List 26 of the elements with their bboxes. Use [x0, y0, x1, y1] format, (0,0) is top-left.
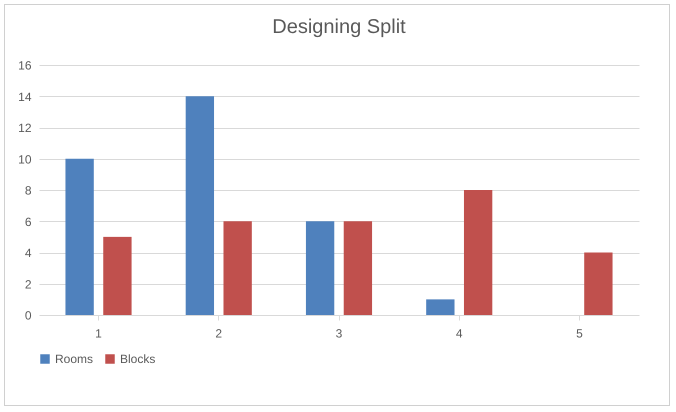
y-tick-label: 0	[24, 308, 32, 322]
x-tick-label: 2	[215, 326, 222, 340]
bar	[223, 221, 252, 315]
legend-label: Blocks	[120, 352, 156, 366]
chart-title: Designing Split	[272, 16, 406, 38]
y-tick-label: 10	[18, 152, 32, 166]
y-tick-label: 6	[24, 214, 32, 229]
bar	[584, 252, 613, 315]
y-tick-label: 16	[18, 58, 32, 72]
bar	[464, 190, 492, 315]
bar	[103, 236, 132, 315]
bar	[344, 221, 372, 315]
x-tick-label: 4	[456, 326, 463, 340]
y-tick-label: 8	[24, 184, 32, 198]
y-tick-label: 14	[18, 90, 32, 104]
x-tick-label: 3	[336, 326, 343, 340]
x-tick-label: 1	[95, 326, 102, 340]
bar	[186, 96, 214, 315]
y-tick-label: 4	[24, 246, 32, 260]
y-tick-label: 12	[18, 121, 32, 135]
bar	[306, 221, 334, 315]
bar	[426, 299, 455, 315]
legend-label: Rooms	[55, 352, 94, 366]
x-tick-label: 5	[576, 326, 584, 340]
bar	[65, 158, 94, 315]
y-tick-label: 2	[24, 277, 32, 292]
